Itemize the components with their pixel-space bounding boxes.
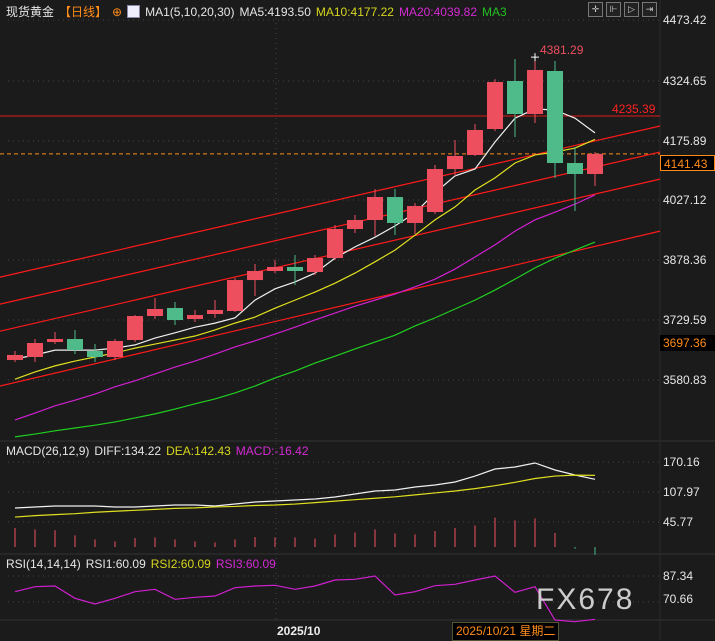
instrument-name: 现货黄金 — [6, 5, 55, 19]
candle-body — [327, 229, 343, 259]
ma20-line — [14, 194, 596, 421]
circle-plus-icon[interactable]: ⊕ — [112, 4, 123, 19]
high-cross-marker — [531, 53, 539, 62]
candle-body — [587, 153, 603, 174]
candle-body — [447, 155, 463, 170]
candle-body — [267, 267, 283, 271]
candle-body — [467, 130, 483, 155]
rsi-label: 70.66 — [663, 592, 694, 606]
macd-title: MACD(26,12,9) — [6, 444, 90, 458]
ma30-value: MA3 — [482, 4, 507, 19]
candle-body — [547, 70, 563, 164]
channel-line — [0, 230, 661, 387]
macd-label: 107.97 — [663, 485, 700, 499]
rsi-label: 87.34 — [663, 569, 694, 583]
price-label: 3729.59 — [663, 313, 707, 327]
macd-header: MACD(26,12,9) DIFF:134.22 DEA:142.43 MAC… — [6, 444, 309, 458]
rsi3-value: RSI3:60.09 — [215, 557, 276, 571]
macd-dea-line — [14, 474, 596, 518]
candle-body — [507, 81, 523, 114]
macd-dea: DEA:142.43 — [166, 444, 231, 458]
candle-body — [427, 169, 443, 212]
candle-body — [207, 310, 223, 314]
macd-value: MACD:-16.42 — [235, 444, 309, 458]
candle-body — [47, 339, 63, 342]
cursor-date: 2025/10/21 星期二 — [452, 622, 560, 641]
candle-body — [567, 163, 583, 174]
indicator-chart-icon[interactable] — [127, 5, 141, 18]
channel-line — [0, 151, 661, 305]
candle-body — [227, 280, 243, 312]
price-panel-header: 现货黄金 【日线】 ⊕ MA1(5,10,20,30) MA5:4193.50 … — [6, 3, 507, 20]
candle-body — [387, 197, 403, 223]
price-label: 3878.36 — [663, 253, 707, 267]
ma5-value: MA5:4193.50 — [239, 4, 311, 19]
candle-body — [287, 267, 303, 271]
ma10-line — [14, 138, 596, 380]
candle-body — [147, 308, 163, 317]
price-label: 3580.83 — [663, 373, 707, 387]
price-label: 4027.12 — [663, 193, 707, 207]
macd-diff: DIFF:134.22 — [94, 444, 162, 458]
high-annotation: 4381.29 — [540, 43, 584, 57]
ma30-line — [14, 241, 596, 438]
candle-body — [347, 220, 363, 230]
macd-label: 170.16 — [663, 455, 700, 469]
period-selector[interactable]: 【日线】 — [59, 5, 108, 19]
candle-body — [87, 350, 103, 357]
candle-body — [187, 315, 203, 319]
current-price-box: 4141.43 — [660, 155, 715, 171]
candle-body — [487, 82, 503, 130]
watermark-logo: FX678 — [536, 583, 635, 616]
ma10-value: MA10:4177.22 — [315, 4, 394, 19]
candle-body — [247, 270, 263, 281]
candle-body — [67, 339, 83, 350]
candle-body — [527, 69, 543, 114]
crosshair-icon[interactable]: ✛ — [588, 2, 603, 17]
x-axis-month: 2025/10 — [277, 624, 321, 638]
ma20-value: MA20:4039.82 — [398, 4, 477, 19]
candle-body — [7, 354, 23, 360]
candle-body — [167, 307, 183, 321]
price-label: 4473.42 — [663, 13, 707, 27]
candle-body — [307, 258, 323, 273]
macd-diff-line — [14, 462, 596, 509]
price-label: 4175.89 — [663, 134, 707, 148]
rsi-title: RSI(14,14,14) — [6, 557, 81, 571]
rsi-line — [14, 575, 596, 623]
price-label: 4324.65 — [663, 74, 707, 88]
ma-label[interactable]: MA1(5,10,20,30) — [145, 4, 235, 19]
candle-body — [407, 206, 423, 223]
candle-body — [107, 340, 123, 357]
zoom-in-icon[interactable]: ⊩ — [606, 2, 621, 17]
candle-body — [27, 343, 43, 357]
level-annotation: 4235.39 — [612, 102, 656, 116]
marker-price-box: 3697.36 — [660, 335, 715, 351]
rsi-header: RSI(14,14,14) RSI1:60.09 RSI2:60.09 RSI3… — [6, 557, 276, 571]
rsi2-value: RSI2:60.09 — [150, 557, 211, 571]
end-icon[interactable]: ⇥ — [642, 2, 657, 17]
play-icon[interactable]: ▷ — [624, 2, 639, 17]
candle-body — [367, 197, 383, 221]
chart-toolbar: ✛ ⊩ ▷ ⇥ — [588, 2, 657, 17]
macd-label: 45.77 — [663, 515, 694, 529]
candle-body — [127, 316, 143, 341]
rsi1-value: RSI1:60.09 — [85, 557, 146, 571]
